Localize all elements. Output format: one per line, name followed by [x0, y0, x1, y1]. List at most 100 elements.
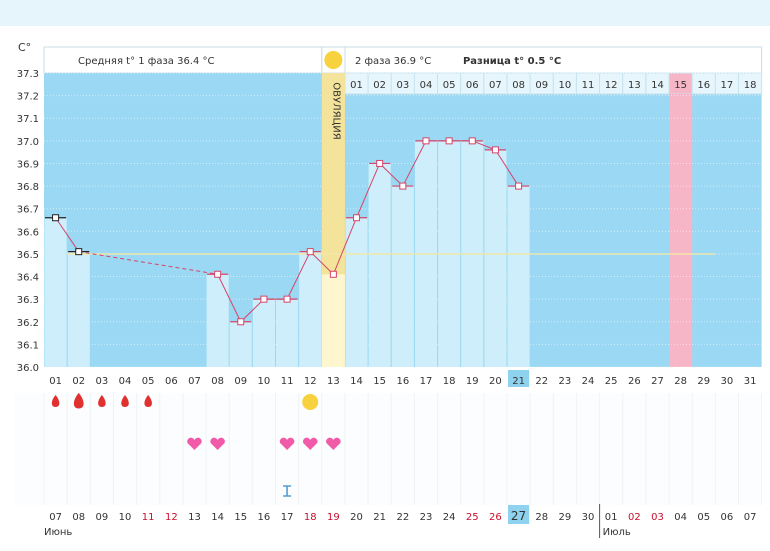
- y-tick-label: 36.7: [17, 205, 39, 216]
- calendar-date-label: 28: [535, 512, 548, 523]
- calendar-date-label: 15: [234, 512, 247, 523]
- temperature-bar: [368, 163, 391, 367]
- temperature-bar: [229, 321, 252, 367]
- cycle-day-label: 01: [49, 376, 62, 387]
- y-tick-label: 36.1: [17, 340, 39, 351]
- temperature-line-segment: [55, 217, 80, 252]
- temperature-line-segment: [332, 217, 357, 275]
- temperature-line-segment: [379, 163, 404, 187]
- calendar-date-label: 13: [188, 512, 201, 523]
- calendar-date-label: 27: [511, 509, 526, 523]
- phase2-day-label: 13: [628, 80, 641, 91]
- phase1-average-label: Средняя t° 1 фаза 36.4 °C: [78, 56, 215, 67]
- temperature-line-segment: [217, 274, 242, 322]
- menstruation-drop-icon: [73, 392, 84, 409]
- y-tick-label: 36.3: [17, 295, 39, 306]
- temperature-bar: [391, 186, 414, 367]
- intercourse-heart-icon: [302, 437, 318, 450]
- phase2-day-label: 05: [443, 80, 456, 91]
- calendar-date-label: 05: [697, 512, 710, 523]
- phase2-day-label: 04: [420, 80, 433, 91]
- y-tick-label: 37.1: [17, 114, 39, 125]
- temperature-point: [283, 295, 291, 303]
- calendar-date-label: 11: [142, 512, 155, 523]
- cycle-day-label: 08: [211, 376, 224, 387]
- phase2-day-label: 10: [559, 80, 572, 91]
- calendar-date-label: 16: [258, 512, 271, 523]
- calendar-date-label: 17: [281, 512, 294, 523]
- temperature-line-segment: [240, 298, 265, 323]
- cycle-day-label: 15: [373, 376, 386, 387]
- calendar-date-label: 07: [49, 512, 62, 523]
- cycle-day-label: 06: [165, 376, 178, 387]
- temperature-line-segment: [78, 251, 218, 275]
- y-tick-label: 36.2: [17, 318, 39, 329]
- menstruation-drop-icon: [98, 395, 106, 407]
- cycle-day-label: 23: [559, 376, 572, 387]
- y-tick-label: 37.2: [17, 92, 39, 103]
- temperature-diff-label: Разница t° 0.5 °C: [463, 56, 561, 67]
- calendar-date-label: 18: [304, 512, 317, 523]
- phase2-highlight-column: [669, 94, 693, 367]
- phase2-day-label: 18: [744, 80, 757, 91]
- temperature-line-segment: [309, 251, 334, 275]
- marker-icon: [283, 485, 292, 497]
- temperature-bar: [252, 299, 275, 367]
- calendar-date-label: 04: [674, 512, 687, 523]
- temperature-point: [445, 137, 453, 145]
- cycle-day-label: 28: [674, 376, 687, 387]
- calendar-date-label: 01: [605, 512, 618, 523]
- temperature-point: [260, 295, 268, 303]
- phase2-day-label: 08: [512, 80, 525, 91]
- phase2-day-label: 14: [651, 80, 664, 91]
- cycle-day-label: 02: [72, 376, 85, 387]
- cycle-day-label: 18: [443, 376, 456, 387]
- calendar-date-label: 23: [420, 512, 433, 523]
- temperature-point: [237, 318, 245, 326]
- phase2-average-label: 2 фаза 36.9 °C: [355, 56, 431, 67]
- cycle-day-label: 22: [535, 376, 548, 387]
- cycle-day-label: 26: [628, 376, 641, 387]
- y-tick-label: 37.0: [17, 137, 39, 148]
- cycle-day-label: 27: [651, 376, 664, 387]
- cycle-day-label: 03: [96, 376, 109, 387]
- cycle-day-label: 30: [721, 376, 734, 387]
- phase2-day-label: 11: [582, 80, 595, 91]
- ovulation-sun-icon: [324, 51, 343, 69]
- phase2-day-cell: [738, 72, 763, 95]
- cycle-day-label: 29: [697, 376, 710, 387]
- cycle-day-label: 25: [605, 376, 618, 387]
- phase2-day-label: 03: [396, 80, 409, 91]
- calendar-date-label: 14: [211, 512, 224, 523]
- temperature-point: [353, 214, 361, 222]
- temperature-point: [515, 182, 523, 190]
- phase2-day-label: 01: [350, 80, 363, 91]
- cycle-day-label: 21: [512, 376, 525, 387]
- temperature-bar: [507, 186, 530, 367]
- cycle-day-label: 09: [234, 376, 247, 387]
- temperature-point: [468, 137, 476, 145]
- menstruation-drop-icon: [51, 395, 60, 407]
- cycle-day-label: 07: [188, 376, 201, 387]
- temperature-bar: [206, 274, 229, 367]
- intercourse-heart-icon: [187, 437, 202, 450]
- phase1-header: [43, 46, 323, 74]
- calendar-date-label: 22: [396, 512, 409, 523]
- temperature-point: [75, 248, 83, 256]
- y-tick-label: 36.8: [17, 182, 39, 193]
- temperature-bar: [67, 251, 90, 367]
- cycle-day-label: 12: [304, 376, 317, 387]
- calendar-date-label: 20: [350, 512, 363, 523]
- calendar-date-label: 21: [373, 512, 386, 523]
- ovulation-band-low: [321, 274, 345, 367]
- temperature-line-segment: [495, 149, 519, 187]
- cycle-day-highlight: [508, 370, 530, 387]
- temperature-bar: [484, 149, 507, 367]
- symbols-panel: [14, 393, 762, 505]
- calendar-date-label: 08: [72, 512, 85, 523]
- y-tick-label: 36.0: [17, 363, 39, 374]
- calendar-date-label: 29: [559, 512, 572, 523]
- temperature-point: [52, 214, 60, 222]
- calendar-date-label: 24: [443, 512, 456, 523]
- intercourse-heart-icon: [210, 437, 225, 450]
